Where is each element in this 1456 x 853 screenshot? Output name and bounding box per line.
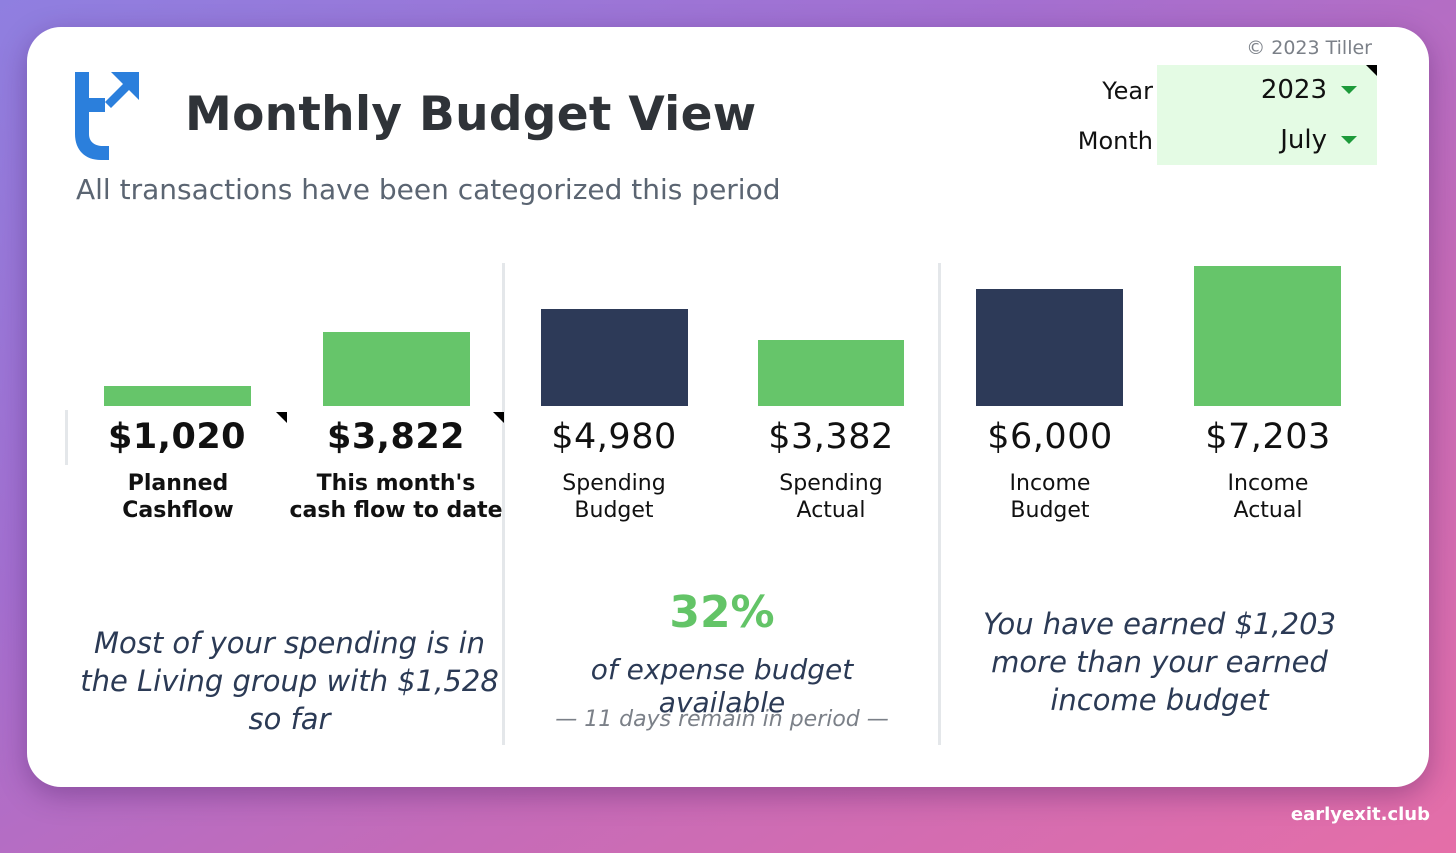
days-remaining-text: — 11 days remain in period — [555,707,889,732]
planned-cashflow-value: $1,020 [107,417,247,457]
month-dropdown[interactable]: July [1157,115,1377,165]
note-corner-icon [493,412,504,423]
year-label: Year [1102,77,1153,105]
spending-actual-bar [758,340,904,406]
year-dropdown[interactable]: 2023 [1157,65,1377,115]
note-corner-icon [276,412,287,423]
spending-budget-bar [541,309,688,406]
spending-budget-value: $4,980 [551,417,677,457]
section-divider [65,410,68,465]
income-actual-value: $7,203 [1205,417,1331,457]
income-budget-bar [976,289,1123,406]
income-actual-label: Income Actual [1227,471,1309,523]
dashboard-card: © 2023 Tiller Monthly Budget View All tr… [27,27,1429,787]
spending-actual-label: Spending Actual [779,471,883,523]
income-actual-bar [1194,266,1341,406]
tiller-logo [75,72,139,160]
chevron-down-icon [1341,136,1357,144]
planned-cashflow-bar [104,386,251,406]
section-divider [938,263,941,745]
note-corner-icon [1366,65,1377,76]
copyright-text: © 2023 Tiller [1246,37,1372,59]
cashflow-to-date-label: This month's cash flow to date [289,471,503,523]
page-title: Monthly Budget View [185,87,757,142]
spending-actual-value: $3,382 [768,417,894,457]
income-insight: You have earned $1,203 more than your ea… [982,607,1337,717]
section-divider [502,263,505,745]
watermark: earlyexit.club [1290,804,1430,825]
budget-available-text: of expense budget available [590,653,854,719]
month-value: July [1280,125,1327,155]
page-subtitle: All transactions have been categorized t… [76,173,781,206]
spending-group-insight: Most of your spending is in the Living g… [80,626,499,736]
income-budget-label: Income Budget [1009,471,1091,523]
planned-cashflow-label: Planned Cashflow [122,471,234,523]
year-value: 2023 [1260,75,1327,105]
budget-available-percent: 32% [669,587,775,638]
cashflow-to-date-bar [323,332,470,406]
chevron-down-icon [1341,86,1357,94]
month-label: Month [1077,127,1153,155]
period-selector: 2023 July [1157,65,1377,165]
spending-budget-label: Spending Budget [562,471,666,523]
income-budget-value: $6,000 [987,417,1113,457]
cashflow-to-date-value: $3,822 [326,417,466,457]
